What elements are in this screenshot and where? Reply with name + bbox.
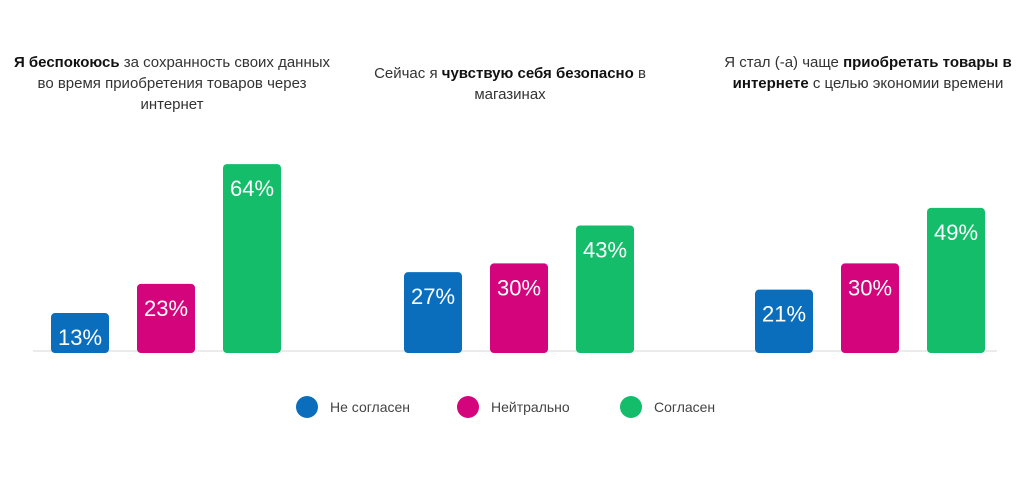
bar-label-1-neutral: 23% <box>144 296 188 321</box>
group-title-3-part-3: с целью экономии времени <box>808 75 1004 92</box>
group-title-2: Сейчас я чувствую себя безопасно в магаз… <box>350 63 670 105</box>
bar-label-3-agree: 49% <box>934 220 978 245</box>
group-title-2-part-2: чувствую себя безопасно <box>441 65 634 82</box>
bar-2-disagree <box>404 272 462 353</box>
legend-item-agree: Согласен <box>620 396 715 418</box>
legend-label-agree: Согласен <box>654 399 716 415</box>
legend: Не согласен Нейтрально Согласен <box>0 396 1024 420</box>
bar-label-2-agree: 43% <box>583 237 627 262</box>
bar-label-3-disagree: 21% <box>762 302 806 327</box>
legend-item-disagree: Не согласен <box>296 396 410 418</box>
legend-label-neutral: Нейтрально <box>491 399 570 415</box>
bar-3-neutral <box>841 263 899 353</box>
legend-swatch-disagree <box>296 396 318 418</box>
legend-swatch-agree <box>620 396 642 418</box>
group-title-2-part-3: в магазинах <box>474 65 646 103</box>
bar-label-1-disagree: 13% <box>58 325 102 350</box>
bar-label-3-neutral: 30% <box>848 275 892 300</box>
group-title-2-part-1: Сейчас я <box>374 65 442 82</box>
legend-swatch-neutral <box>457 396 479 418</box>
bar-label-1-agree: 64% <box>230 176 274 201</box>
bar-1-agree <box>223 164 281 353</box>
legend-item-neutral: Нейтрально <box>457 396 570 418</box>
bar-2-neutral <box>490 263 548 353</box>
group-title-3-part-1: Я стал (-а) чаще <box>724 54 844 71</box>
group-title-3-part-2: приобретать товары в интернете <box>732 54 1012 92</box>
bar-3-disagree <box>755 289 813 353</box>
bar-2-agree <box>576 225 634 353</box>
bar-label-2-neutral: 30% <box>497 275 541 300</box>
group-title-1-part-2: за сохранность своих данных во время при… <box>37 54 331 113</box>
group-title-3: Я стал (-а) чаще приобретать товары в ин… <box>708 52 1024 94</box>
legend-label-disagree: Не согласен <box>330 399 411 415</box>
bar-label-2-disagree: 27% <box>411 284 455 309</box>
group-title-1: Я беспокоюсь за сохранность своих данных… <box>12 52 332 115</box>
bar-1-disagree <box>51 313 109 353</box>
bar-3-agree <box>927 207 985 353</box>
bar-1-neutral <box>137 283 195 353</box>
group-title-1-part-1: Я беспокоюсь <box>13 54 120 71</box>
